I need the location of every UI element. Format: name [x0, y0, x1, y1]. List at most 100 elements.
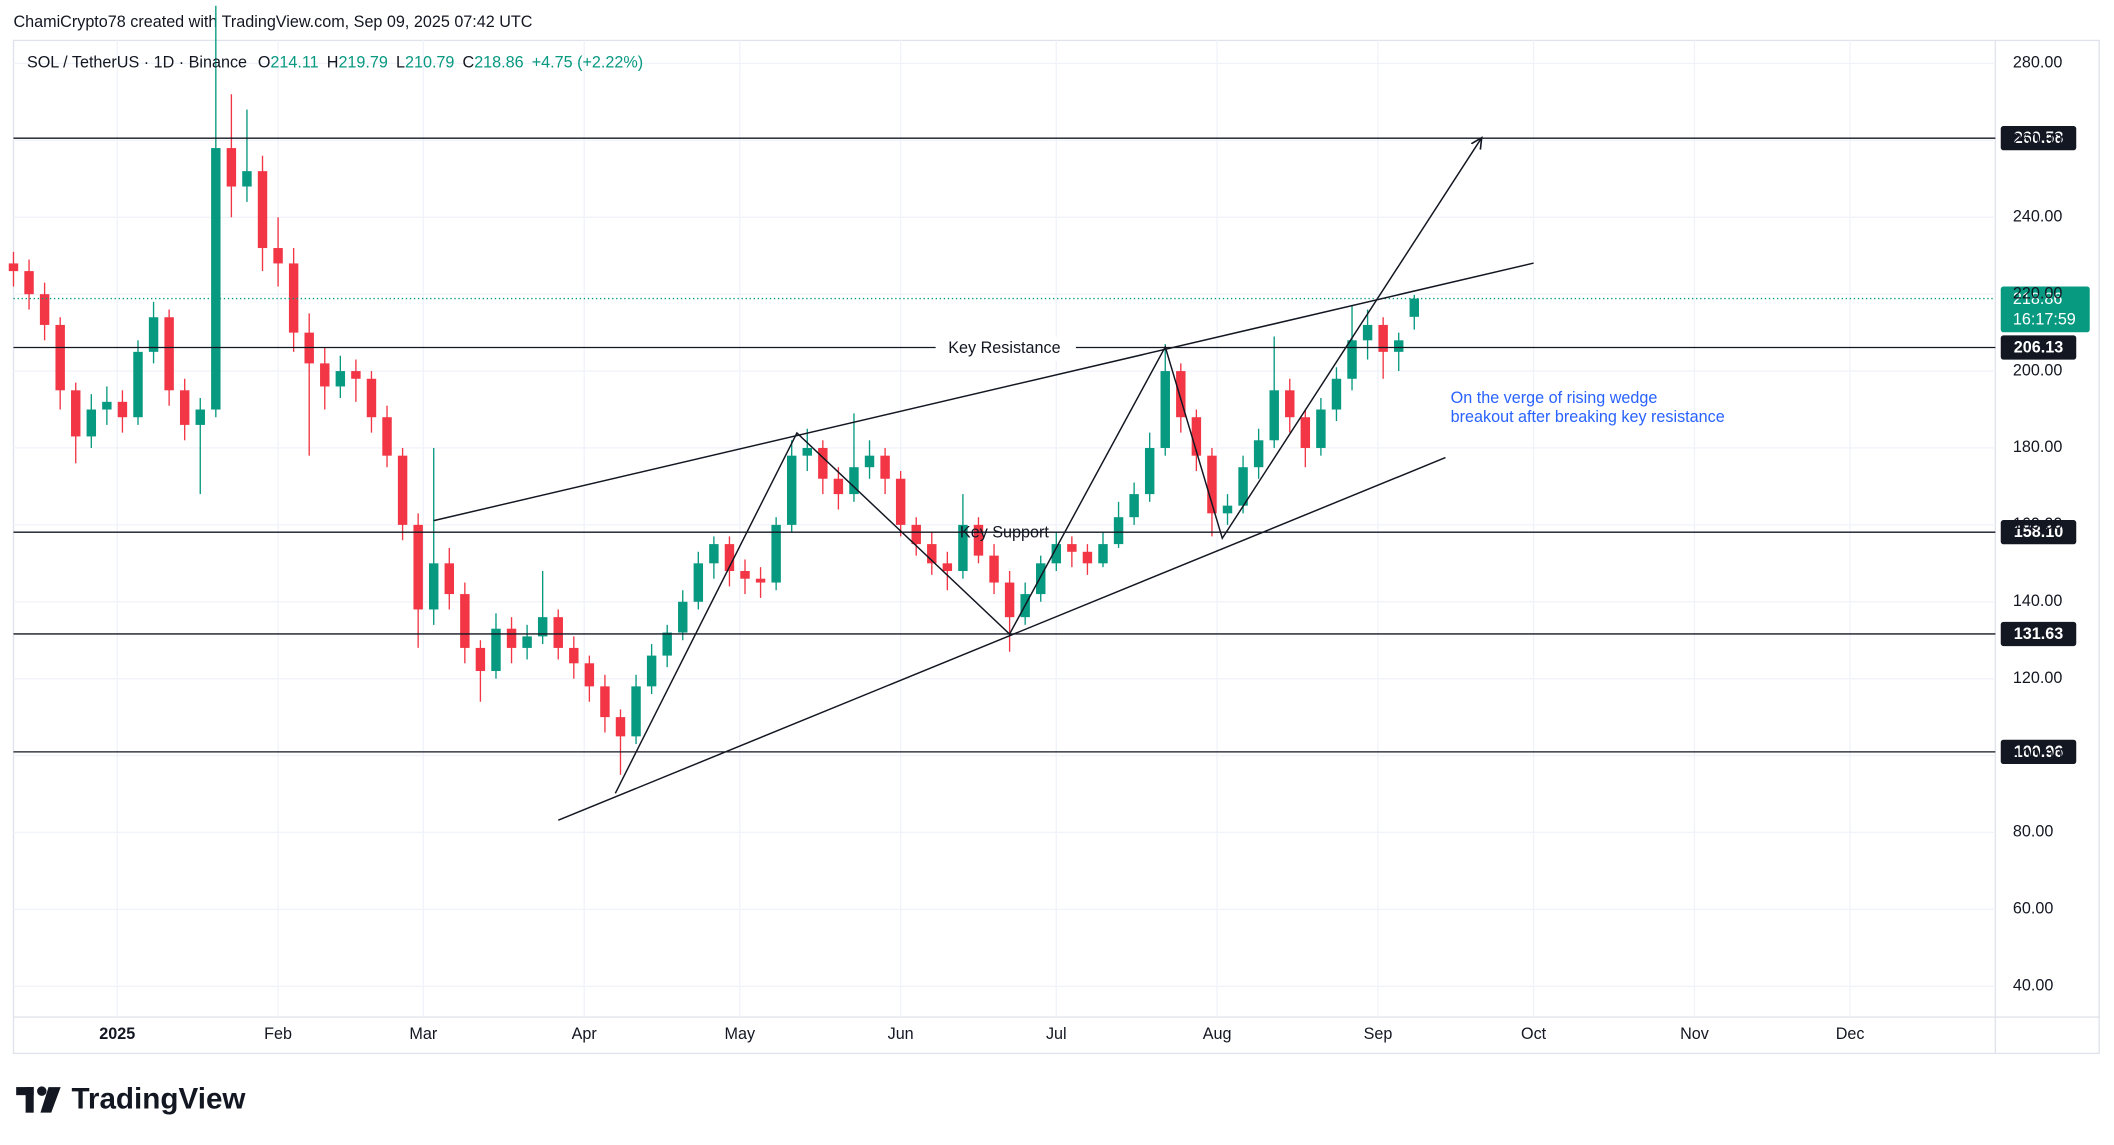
- candle-body: [864, 455, 875, 468]
- level-label-box: [2000, 126, 2077, 151]
- candle-body: [335, 371, 346, 387]
- candle-body: [1207, 455, 1217, 514]
- x-tick-label: Feb: [264, 1025, 292, 1043]
- candle-body: [211, 148, 221, 410]
- candle-body: [475, 647, 486, 671]
- candle-body: [148, 317, 159, 352]
- candle-body: [833, 478, 844, 495]
- candle-body: [911, 524, 921, 545]
- candle-body: [678, 601, 688, 633]
- logo-mark: [40, 1087, 61, 1113]
- y-tick-label: 40.00: [2013, 977, 2053, 995]
- candle-body: [1316, 409, 1326, 448]
- x-tick-label: Sep: [1364, 1025, 1393, 1043]
- candle-body: [491, 628, 501, 671]
- legend-change: +4.75 (+2.22%): [532, 54, 643, 72]
- candle-body: [786, 455, 797, 525]
- candle-body: [444, 563, 455, 595]
- legend-value: 210.79: [405, 54, 454, 72]
- legend-value: 219.79: [338, 54, 387, 72]
- x-tick-label: Nov: [1680, 1025, 1710, 1043]
- x-tick-label: Apr: [572, 1025, 598, 1043]
- candle-body: [1176, 371, 1186, 418]
- legend-value: 214.11: [270, 54, 318, 72]
- candle-body: [1051, 544, 1062, 564]
- candle-body: [771, 524, 781, 583]
- candle-body: [117, 401, 128, 418]
- candle-body: [1113, 517, 1124, 545]
- y-tick-label: 240.00: [2013, 208, 2062, 226]
- level-label: 206.13: [2014, 338, 2063, 356]
- candle-body: [1144, 447, 1155, 495]
- logo-mark: [37, 1086, 47, 1096]
- annotation: Key Support: [960, 524, 1049, 542]
- candle-body: [1191, 417, 1202, 456]
- candle-body: [631, 686, 641, 737]
- candle-body: [39, 294, 50, 325]
- y-tick-label: 100.00: [2013, 746, 2062, 764]
- level-label-box: [2000, 621, 2077, 647]
- annotation: breakout after breaking key resistance: [1451, 408, 1725, 426]
- level-label: 158.10: [2014, 523, 2063, 541]
- trend-line: [614, 138, 1481, 794]
- level-label-box: [2000, 520, 2077, 545]
- last-price-label: 218.86: [2013, 290, 2062, 308]
- candle-body: [1067, 544, 1077, 552]
- candle-body: [693, 563, 704, 602]
- grid: [13, 40, 1996, 1018]
- candle-body: [366, 378, 377, 418]
- candle-body: [429, 563, 439, 610]
- candle-body: [164, 317, 174, 391]
- candle-body: [927, 544, 937, 564]
- candle-body: [989, 555, 999, 583]
- candle-body: [973, 524, 984, 556]
- legend-key: C: [463, 54, 475, 72]
- y-tick-label: 220.00: [2013, 284, 2062, 302]
- candle-body: [724, 544, 735, 572]
- candle-body: [195, 409, 205, 425]
- candle-body: [1394, 340, 1404, 352]
- candle-body: [880, 455, 890, 479]
- y-tick-label: 260.00: [2013, 131, 2062, 149]
- legend-key: L: [396, 54, 405, 72]
- legend-title: SOL / TetherUS · 1D · Binance: [27, 54, 247, 72]
- candle-body: [506, 628, 517, 648]
- candle-body: [242, 171, 252, 187]
- axis-labels: 40.0060.0080.00100.00120.00140.00160.001…: [99, 54, 2062, 1043]
- x-tick-label: Oct: [1521, 1025, 1547, 1043]
- candle-body: [460, 594, 470, 648]
- candle-body: [55, 324, 65, 391]
- candle-body: [709, 544, 719, 564]
- trend-line: [558, 456, 1446, 821]
- level-label-box: [2000, 739, 2077, 765]
- candle-body: [1004, 582, 1015, 618]
- y-tick-label: 60.00: [2013, 900, 2053, 918]
- level-label: 260.58: [2014, 129, 2063, 147]
- y-tick-label: 180.00: [2013, 438, 2062, 456]
- x-tick-label: Mar: [409, 1025, 437, 1043]
- candle-body: [257, 171, 268, 249]
- candle-body: [86, 409, 97, 437]
- candle-body: [71, 390, 81, 437]
- x-tick-label: May: [725, 1025, 756, 1043]
- x-tick-label: Jul: [1046, 1025, 1067, 1043]
- x-tick-label: Aug: [1203, 1025, 1232, 1043]
- candle-body: [397, 455, 408, 525]
- candle-body: [849, 467, 859, 495]
- candle-body: [1285, 390, 1295, 418]
- candle-body: [537, 617, 548, 637]
- candle-body: [1409, 298, 1420, 317]
- trend-line: [433, 262, 1534, 522]
- candle-body: [1160, 371, 1170, 448]
- candle-body: [1098, 544, 1108, 564]
- y-tick-label: 80.00: [2013, 823, 2053, 841]
- candle-body: [584, 663, 595, 687]
- candles: [8, 5, 1420, 775]
- candle-body: [1269, 390, 1279, 441]
- candle-body: [740, 571, 750, 579]
- level-label: 131.63: [2014, 625, 2063, 643]
- candle-body: [600, 686, 610, 718]
- candle-body: [102, 401, 112, 410]
